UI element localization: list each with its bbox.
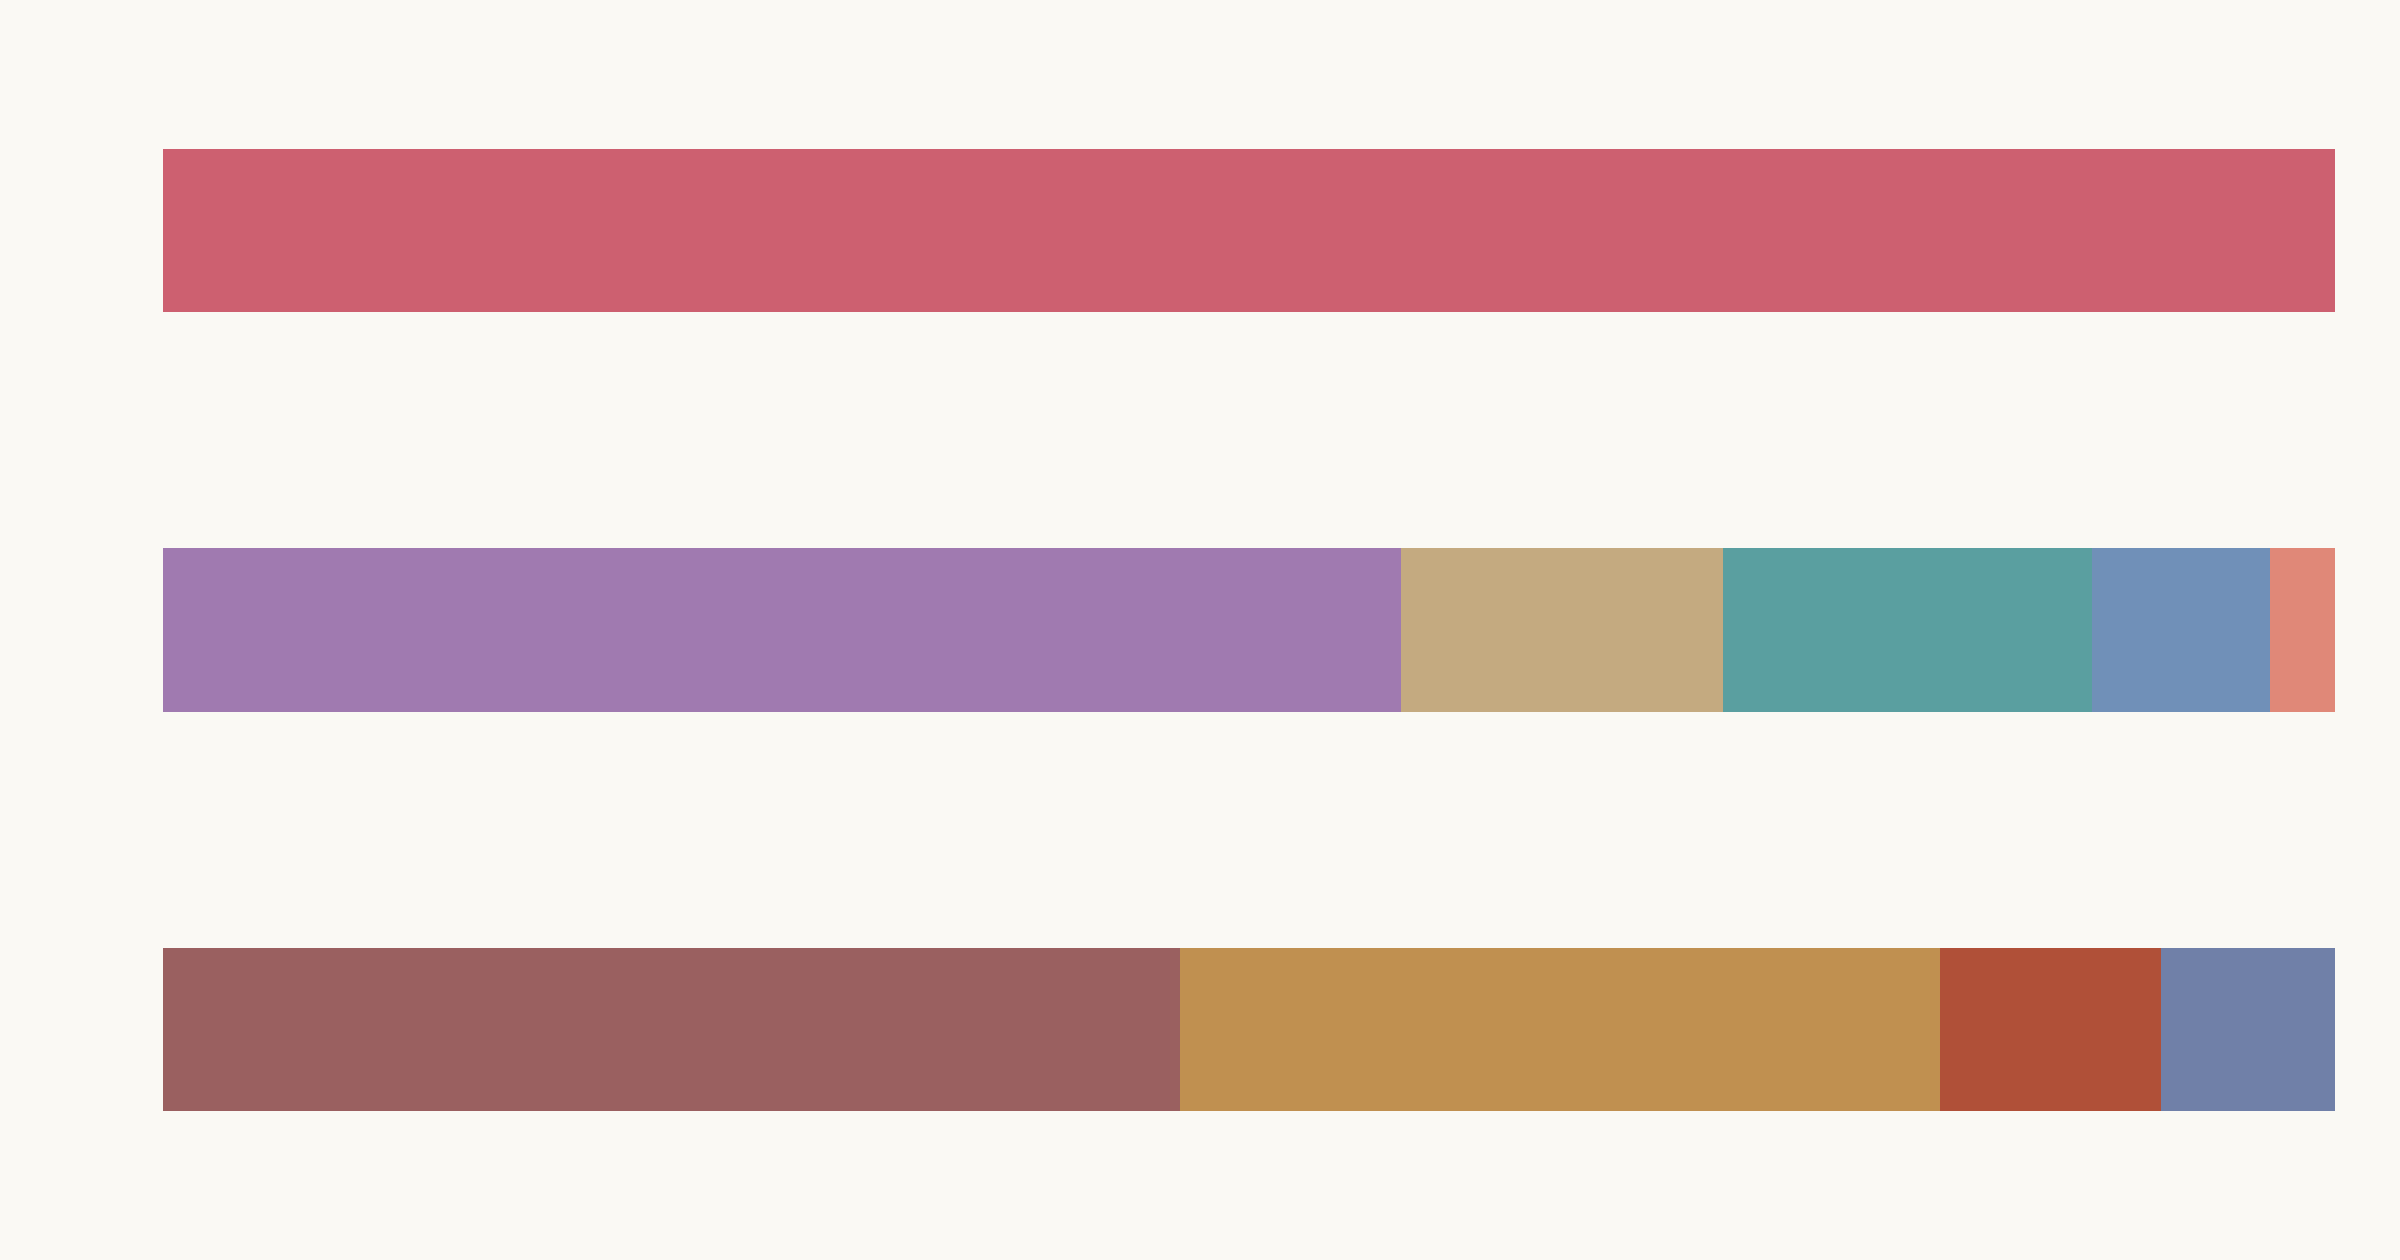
- Bar: [1181, 948, 1939, 1111]
- Bar: [2270, 548, 2335, 712]
- Bar: [163, 548, 1402, 712]
- Bar: [1402, 548, 1723, 712]
- Bar: [163, 948, 1181, 1111]
- Bar: [1939, 948, 2162, 1111]
- Bar: [163, 149, 2335, 312]
- Bar: [2093, 548, 2270, 712]
- Bar: [2162, 948, 2335, 1111]
- Bar: [1723, 548, 2093, 712]
